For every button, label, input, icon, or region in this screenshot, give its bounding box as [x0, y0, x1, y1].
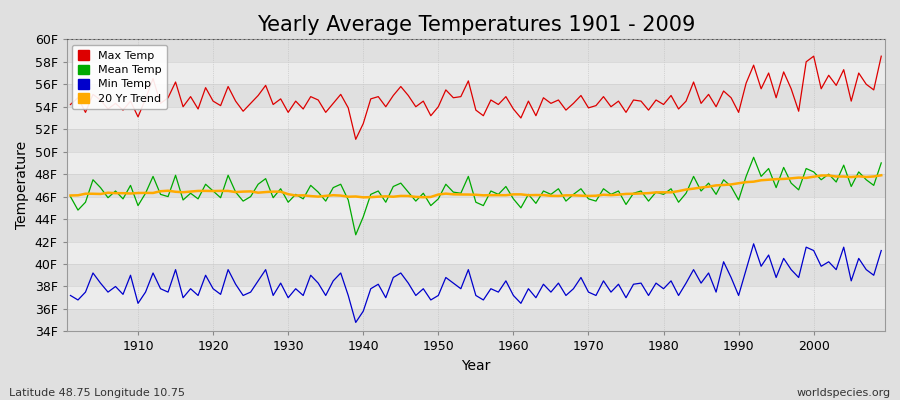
- Y-axis label: Temperature: Temperature: [15, 141, 29, 230]
- Bar: [67, 39, 885, 62]
- Bar: [67, 174, 885, 197]
- Bar: [67, 286, 885, 309]
- Legend: Max Temp, Mean Temp, Min Temp, 20 Yr Trend: Max Temp, Mean Temp, Min Temp, 20 Yr Tre…: [72, 45, 167, 109]
- Text: worldspecies.org: worldspecies.org: [796, 388, 891, 398]
- Title: Yearly Average Temperatures 1901 - 2009: Yearly Average Temperatures 1901 - 2009: [256, 15, 695, 35]
- Bar: [67, 62, 885, 84]
- Bar: [67, 309, 885, 332]
- Bar: [67, 242, 885, 264]
- Bar: [67, 197, 885, 219]
- Bar: [67, 152, 885, 174]
- Bar: [67, 264, 885, 286]
- Bar: [67, 84, 885, 107]
- X-axis label: Year: Year: [461, 359, 491, 373]
- Bar: [67, 107, 885, 129]
- Bar: [67, 219, 885, 242]
- Text: Latitude 48.75 Longitude 10.75: Latitude 48.75 Longitude 10.75: [9, 388, 185, 398]
- Bar: [67, 129, 885, 152]
